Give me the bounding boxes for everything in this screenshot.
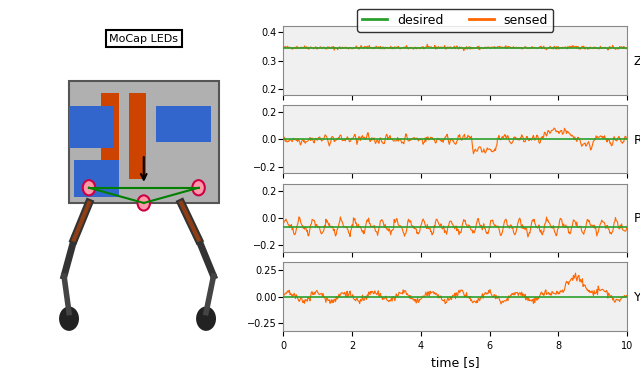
Text: Z [m]: Z [m]	[634, 54, 640, 67]
Text: Roll [rad]: Roll [rad]	[634, 133, 640, 146]
Legend: desired, sensed: desired, sensed	[357, 9, 553, 32]
Bar	[101, 93, 119, 179]
Text: Yaw [rad]: Yaw [rad]	[634, 290, 640, 303]
Circle shape	[138, 196, 150, 211]
FancyBboxPatch shape	[156, 106, 211, 142]
FancyBboxPatch shape	[69, 81, 218, 203]
Circle shape	[196, 306, 216, 331]
FancyBboxPatch shape	[74, 160, 119, 197]
Circle shape	[83, 180, 95, 196]
Bar	[129, 93, 147, 179]
Text: Pitch [rad]: Pitch [rad]	[634, 211, 640, 224]
Text: MoCap LEDs: MoCap LEDs	[109, 33, 179, 44]
X-axis label: time [s]: time [s]	[431, 356, 479, 369]
Circle shape	[193, 180, 205, 196]
Circle shape	[59, 306, 79, 331]
FancyBboxPatch shape	[69, 106, 114, 148]
